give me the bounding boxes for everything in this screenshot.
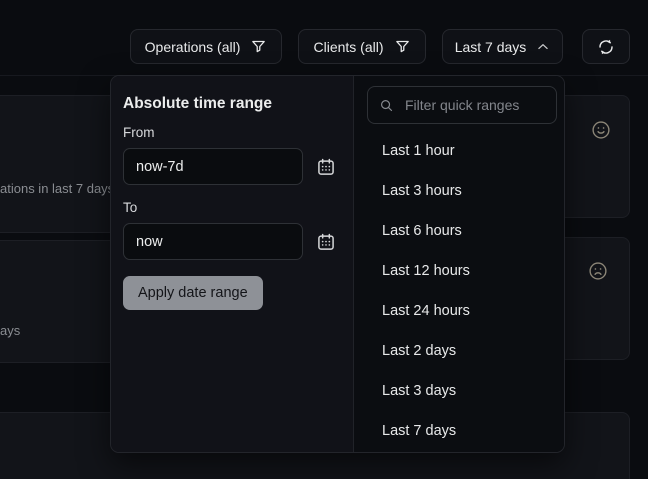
search-icon — [379, 98, 394, 113]
quick-range-option[interactable]: Last 6 hours — [382, 223, 462, 239]
filter-funnel-icon — [250, 38, 267, 55]
time-range-label: Last 7 days — [454, 38, 527, 55]
filter-funnel-icon — [394, 38, 411, 55]
quick-range-option[interactable]: Last 12 hours — [382, 263, 470, 279]
to-input[interactable] — [123, 223, 303, 260]
stat-text: ays — [0, 323, 21, 338]
happy-face-icon — [590, 119, 612, 146]
time-picker-panel: Absolute time range From To — [110, 75, 565, 453]
refresh-button[interactable] — [582, 29, 630, 64]
apply-date-range-button[interactable]: Apply date range — [123, 276, 263, 310]
quick-ranges-section: Last 1 hour Last 3 hours Last 6 hours La… — [353, 76, 564, 452]
quick-range-option[interactable]: Last 3 days — [382, 383, 457, 399]
quick-range-filter[interactable] — [367, 86, 557, 124]
sad-face-icon — [587, 260, 609, 287]
from-calendar-button[interactable] — [315, 157, 337, 179]
time-range-button[interactable]: Last 7 days — [442, 29, 563, 64]
to-calendar-button[interactable] — [315, 232, 337, 254]
operations-filter-button[interactable]: Operations (all) — [130, 29, 282, 64]
quick-range-option[interactable]: Last 7 days — [382, 423, 457, 439]
from-label: From — [123, 125, 155, 140]
calendar-icon — [316, 157, 336, 180]
absolute-time-range-section: Absolute time range From To — [111, 76, 353, 452]
from-input[interactable] — [123, 148, 303, 185]
clients-filter-button[interactable]: Clients (all) — [298, 29, 426, 64]
to-label: To — [123, 200, 138, 215]
chevron-up-icon — [536, 40, 550, 54]
refresh-icon — [597, 38, 615, 56]
stat-text: ations in last 7 days — [0, 181, 115, 196]
clients-filter-label: Clients (all) — [313, 38, 384, 55]
quick-range-filter-input[interactable] — [403, 96, 545, 114]
calendar-icon — [316, 232, 336, 255]
quick-range-option[interactable]: Last 24 hours — [382, 303, 470, 319]
quick-range-option[interactable]: Last 2 days — [382, 343, 457, 359]
quick-range-option[interactable]: Last 3 hours — [382, 183, 462, 199]
quick-ranges-list: Last 1 hour Last 3 hours Last 6 hours La… — [354, 131, 564, 451]
quick-range-option[interactable]: Last 1 hour — [382, 143, 455, 159]
operations-filter-label: Operations (all) — [144, 38, 241, 55]
absolute-time-range-title: Absolute time range — [123, 95, 272, 112]
